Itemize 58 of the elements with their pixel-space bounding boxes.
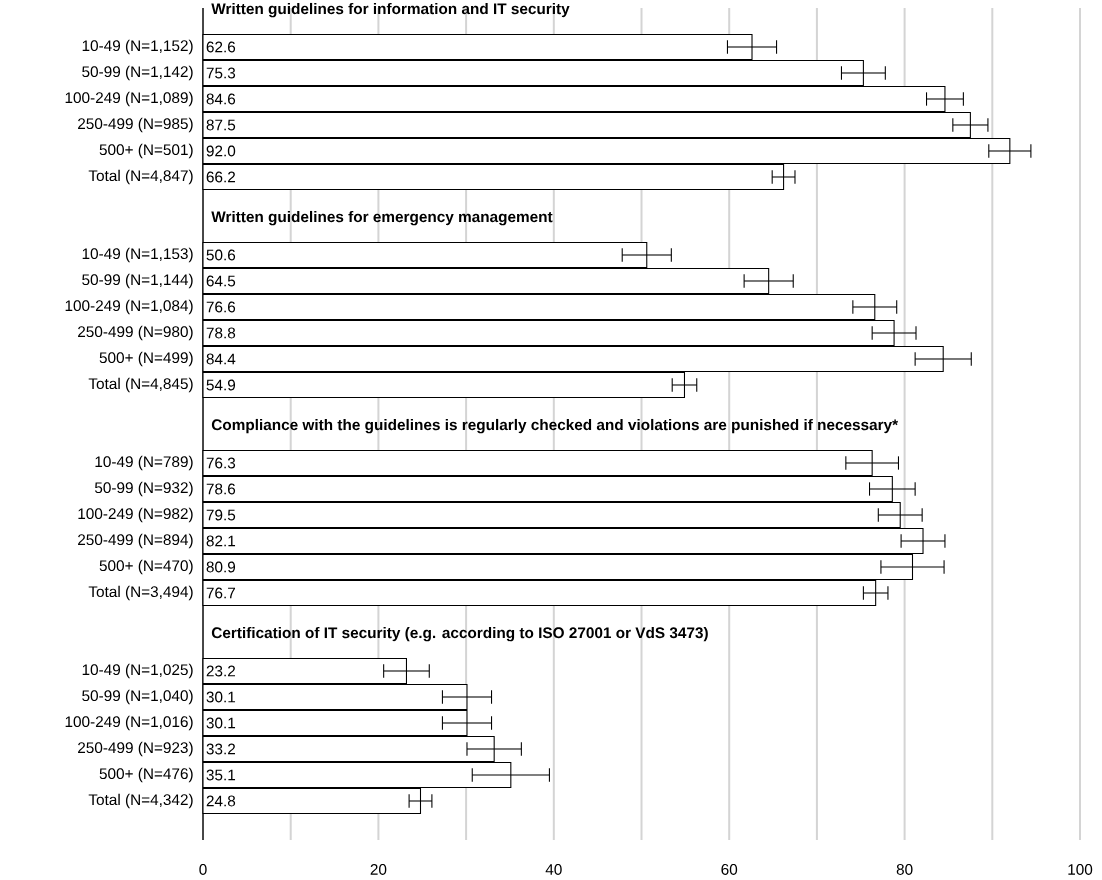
x-tick-label: 60 [721, 864, 738, 875]
data-label: 82.1 [206, 535, 236, 547]
data-label: 76.7 [206, 587, 236, 599]
data-label: 64.5 [206, 275, 236, 287]
y-tick-label: 10-49 (N=789) [95, 455, 193, 471]
data-label: 80.9 [206, 561, 236, 573]
x-tick-label: 0 [199, 864, 207, 875]
y-tick-label: 500+ (N=470) [99, 559, 193, 575]
y-tick-label: 50-99 (N=932) [94, 481, 193, 497]
y-tick-label: Total (N=4,342) [88, 793, 193, 809]
chart-title: Compliance with the guidelines is regularly checked and violations are punished if necessary* [211, 418, 899, 434]
y-tick-label: 500+ (N=476) [99, 767, 193, 783]
data-label: 92.0 [206, 145, 236, 157]
x-tick-label: 40 [545, 864, 562, 875]
y-tick-label: 250-499 (N=980) [78, 325, 193, 341]
data-label: 78.6 [206, 483, 236, 495]
y-tick-label: 500+ (N=499) [99, 351, 193, 367]
data-label: 24.8 [206, 795, 236, 807]
data-label: 87.5 [206, 119, 236, 131]
y-tick-label: 250-499 (N=894) [78, 533, 193, 549]
data-label: 30.1 [206, 691, 236, 703]
chart-title: Written guidelines for emergency management [211, 210, 553, 226]
y-tick-label: 100-249 (N=1,084) [65, 299, 193, 315]
x-tick-label: 20 [370, 864, 387, 875]
data-label: 62.6 [206, 41, 236, 53]
data-label: 35.1 [206, 769, 236, 781]
y-tick-label: 100-249 (N=982) [78, 507, 193, 523]
y-tick-label: 100-249 (N=1,016) [65, 715, 193, 731]
data-label: 84.4 [206, 353, 236, 365]
y-tick-label: 500+ (N=501) [99, 143, 193, 159]
x-tick-label: 80 [896, 864, 913, 875]
data-label: 76.3 [206, 457, 236, 469]
y-tick-label: Total (N=4,847) [88, 169, 193, 185]
y-tick-label: 50-99 (N=1,144) [82, 273, 193, 289]
y-tick-label: 250-499 (N=923) [78, 741, 193, 757]
data-label: 75.3 [206, 67, 236, 79]
data-label: 66.2 [206, 171, 236, 183]
data-label: 76.6 [206, 301, 236, 313]
data-label: 84.6 [206, 93, 236, 105]
y-tick-label: Total (N=3,494) [88, 585, 193, 601]
data-label: 78.8 [206, 327, 236, 339]
chart-title: Written guidelines for information and IT security [211, 2, 570, 18]
data-label: 33.2 [206, 743, 236, 755]
y-tick-label: 100-249 (N=1,089) [65, 91, 193, 107]
data-label: 50.6 [206, 249, 236, 261]
y-tick-label: 10-49 (N=1,153) [82, 247, 193, 263]
y-tick-label: Total (N=4,845) [88, 377, 193, 393]
data-label: 30.1 [206, 717, 236, 729]
y-tick-label: 10-49 (N=1,152) [82, 39, 193, 55]
y-tick-label: 50-99 (N=1,040) [82, 689, 193, 705]
y-tick-label: 250-499 (N=985) [78, 117, 193, 133]
data-label: 54.9 [206, 379, 236, 391]
y-tick-label: 10-49 (N=1,025) [82, 663, 193, 679]
chart-title: Certification of IT security (e.g. according to ISO 27001 or VdS 3473) [211, 626, 708, 642]
data-label: 23.2 [206, 665, 236, 677]
x-tick-label: 100 [1068, 864, 1093, 875]
y-tick-label: 50-99 (N=1,142) [82, 65, 193, 81]
data-label: 79.5 [206, 509, 236, 521]
